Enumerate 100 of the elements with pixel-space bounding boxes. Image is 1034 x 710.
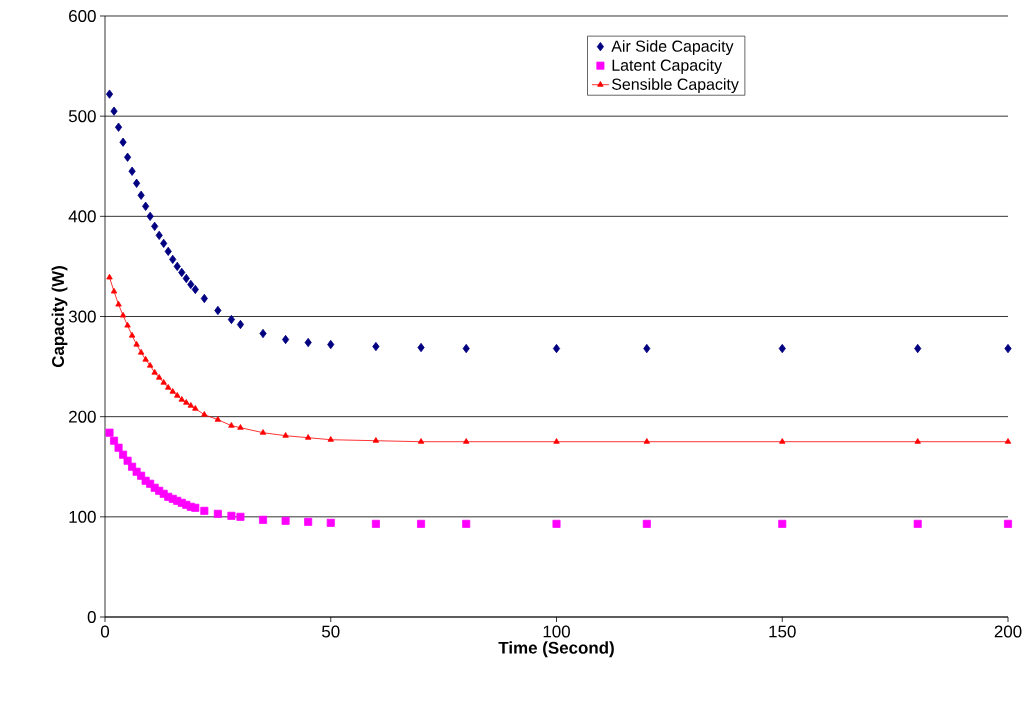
point (155, 230, 163, 240)
point (164, 246, 172, 256)
point (1004, 438, 1012, 444)
point (178, 267, 186, 278)
point (200, 506, 209, 515)
point (462, 519, 471, 528)
point (146, 211, 154, 221)
point (128, 166, 136, 176)
point (114, 443, 123, 452)
y-tick-label: 100 (69, 510, 96, 523)
point (227, 511, 236, 520)
point (174, 392, 181, 398)
point (142, 355, 149, 362)
point (213, 509, 222, 518)
point (327, 339, 335, 350)
point (156, 374, 163, 380)
point (462, 343, 470, 354)
point (463, 438, 470, 444)
point (169, 388, 176, 394)
point (160, 379, 167, 385)
point (643, 438, 650, 444)
point (417, 342, 425, 353)
point (642, 519, 651, 528)
point (372, 437, 380, 443)
point (326, 518, 335, 527)
point (227, 314, 235, 325)
y-tick-label: 200 (69, 410, 96, 423)
point (304, 517, 313, 526)
point (552, 343, 561, 354)
point (327, 436, 334, 442)
point (191, 284, 199, 295)
point (187, 279, 195, 290)
point (914, 438, 921, 444)
point (1004, 519, 1013, 528)
point (115, 300, 122, 307)
point (192, 405, 199, 411)
point (214, 416, 222, 422)
point (913, 519, 922, 528)
point (417, 438, 425, 444)
point (110, 106, 118, 116)
point (214, 305, 222, 316)
point (371, 519, 380, 528)
point (183, 399, 190, 405)
y-tick-label: 0 (87, 611, 96, 623)
point (259, 328, 267, 339)
point (305, 434, 312, 440)
point (110, 287, 118, 294)
point (110, 436, 119, 445)
point (237, 424, 244, 430)
point (552, 519, 561, 528)
point (133, 178, 141, 188)
point (169, 254, 177, 264)
point (128, 331, 136, 338)
point (282, 334, 290, 345)
point (372, 341, 380, 352)
point (191, 503, 200, 512)
point (236, 512, 245, 521)
point (142, 201, 150, 211)
y-tick-label: 300 (68, 310, 96, 323)
y-axis-title: Capacity (W) (51, 266, 68, 368)
point (151, 221, 159, 231)
point (1004, 343, 1012, 354)
point (200, 293, 208, 304)
point (778, 519, 787, 528)
point (914, 343, 922, 354)
point (106, 273, 113, 280)
point (259, 515, 268, 524)
point (304, 337, 312, 348)
point (137, 190, 145, 200)
point (178, 396, 185, 402)
x-tick-label: 0 (100, 625, 110, 638)
point (160, 238, 168, 248)
point (236, 319, 244, 330)
x-axis-title: Time (Second) (498, 641, 614, 658)
y-tick-label: 600 (69, 10, 96, 22)
point (281, 516, 290, 525)
point (133, 340, 140, 347)
point (105, 428, 114, 437)
point (165, 384, 172, 390)
point (553, 438, 560, 444)
y-tick-label: 500 (68, 110, 96, 123)
point (105, 89, 114, 99)
legend-label: Air Side Capacity (611, 40, 734, 55)
x-tick-label: 150 (769, 625, 796, 638)
point (779, 438, 786, 444)
point (137, 348, 145, 355)
point (124, 321, 131, 328)
x-tick-label: 50 (322, 625, 340, 638)
x-tick-label: 100 (543, 625, 570, 638)
point (119, 311, 127, 318)
point (182, 273, 190, 284)
y-tick-label: 400 (68, 210, 96, 223)
point (643, 343, 651, 354)
legend-label: Latent Capacity (612, 59, 722, 75)
point (259, 429, 267, 435)
x-tick-label: 200 (994, 625, 1022, 638)
point (778, 343, 786, 354)
point (187, 402, 194, 408)
point (151, 368, 158, 375)
point (282, 432, 289, 438)
